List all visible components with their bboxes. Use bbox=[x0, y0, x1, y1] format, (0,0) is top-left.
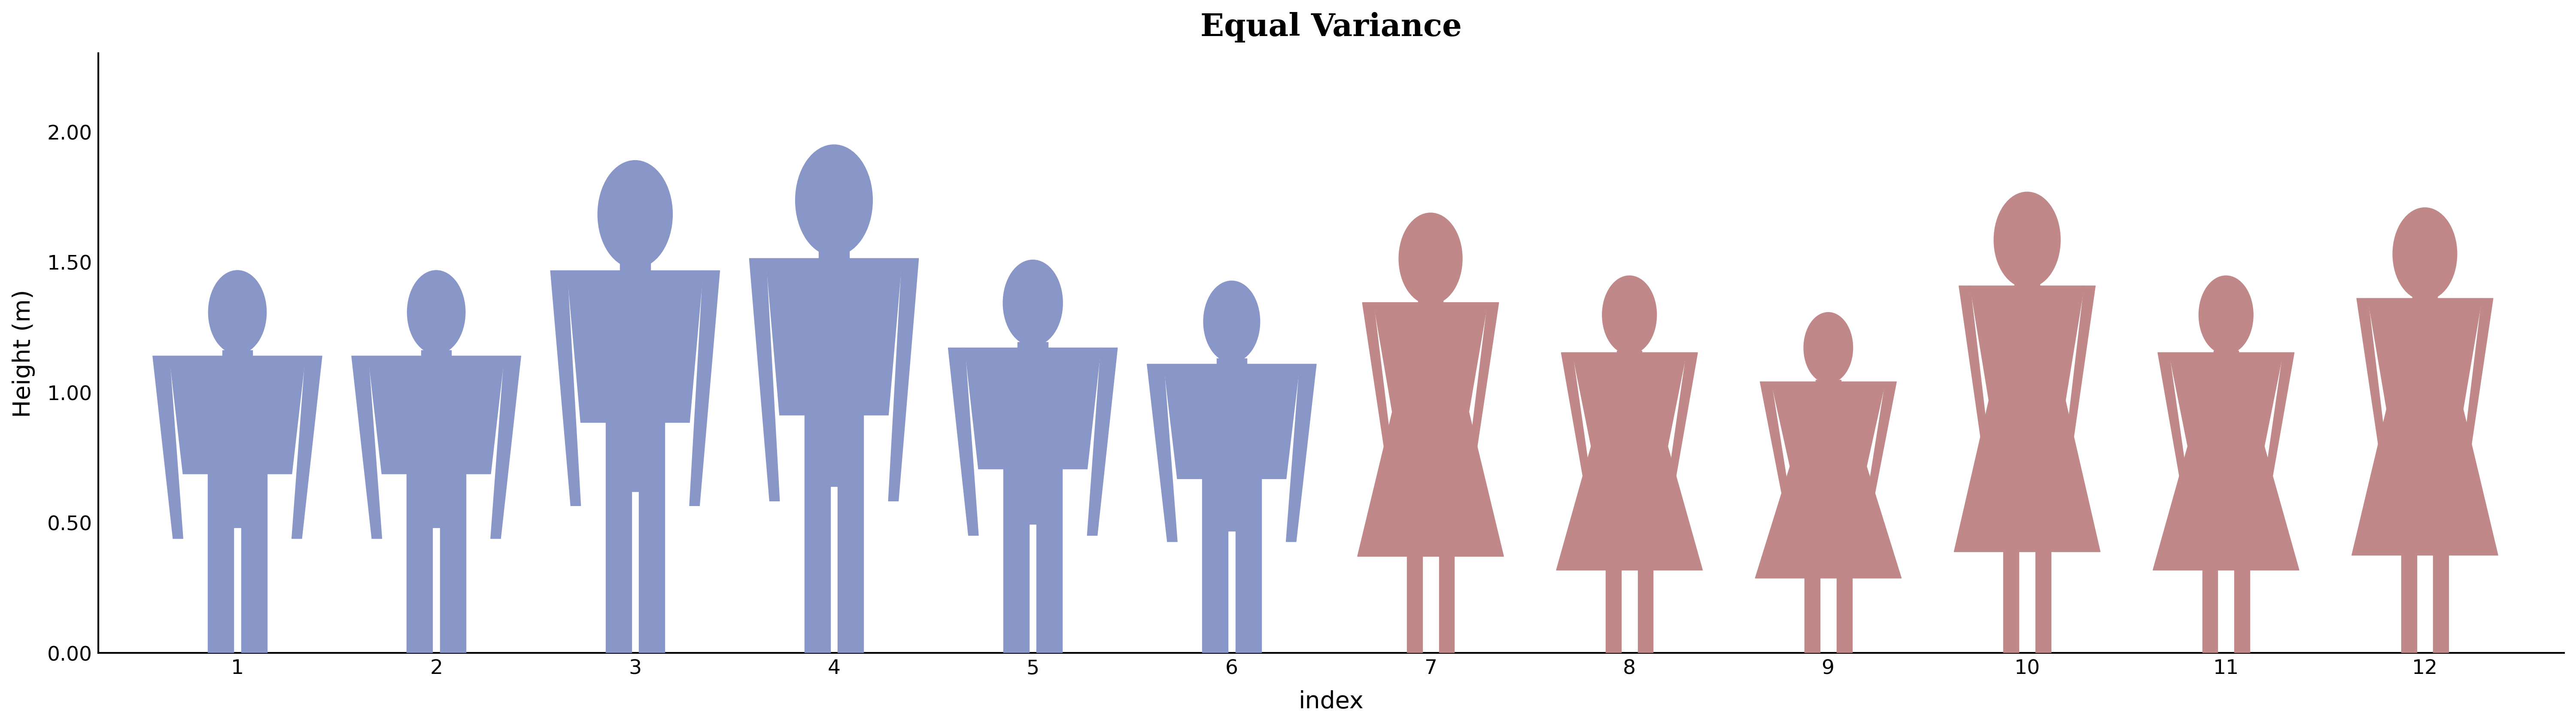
Polygon shape bbox=[889, 259, 920, 501]
Polygon shape bbox=[234, 474, 242, 528]
Polygon shape bbox=[2357, 299, 2385, 454]
Polygon shape bbox=[1468, 303, 1499, 456]
Polygon shape bbox=[966, 348, 1100, 469]
Polygon shape bbox=[1754, 467, 1901, 579]
Polygon shape bbox=[433, 474, 440, 528]
Polygon shape bbox=[1018, 342, 1048, 348]
Polygon shape bbox=[242, 474, 268, 652]
X-axis label: index: index bbox=[1298, 690, 1363, 713]
Ellipse shape bbox=[1994, 192, 2061, 288]
Polygon shape bbox=[1406, 557, 1422, 653]
Polygon shape bbox=[621, 264, 649, 271]
Polygon shape bbox=[1285, 365, 1316, 542]
Polygon shape bbox=[1216, 359, 1247, 365]
Polygon shape bbox=[2004, 552, 2020, 652]
Polygon shape bbox=[1561, 353, 1592, 484]
Ellipse shape bbox=[209, 270, 265, 355]
Polygon shape bbox=[804, 415, 829, 652]
Polygon shape bbox=[1638, 571, 1654, 653]
Polygon shape bbox=[2434, 555, 2450, 653]
Ellipse shape bbox=[2393, 208, 2458, 300]
Polygon shape bbox=[1164, 365, 1301, 479]
Polygon shape bbox=[2367, 299, 2481, 410]
Polygon shape bbox=[291, 356, 322, 539]
Polygon shape bbox=[750, 259, 781, 501]
Polygon shape bbox=[1005, 469, 1028, 653]
Polygon shape bbox=[1759, 382, 1790, 500]
Polygon shape bbox=[1868, 382, 1896, 500]
Polygon shape bbox=[1203, 479, 1229, 653]
Polygon shape bbox=[2264, 353, 2295, 484]
Polygon shape bbox=[1816, 380, 1842, 382]
Polygon shape bbox=[1971, 286, 2084, 401]
Polygon shape bbox=[2014, 283, 2040, 286]
Polygon shape bbox=[639, 423, 665, 652]
Polygon shape bbox=[1146, 365, 1177, 542]
Polygon shape bbox=[605, 423, 631, 652]
Polygon shape bbox=[1571, 353, 1687, 447]
Polygon shape bbox=[170, 356, 307, 474]
Polygon shape bbox=[2401, 555, 2416, 653]
Polygon shape bbox=[1440, 557, 1455, 653]
Polygon shape bbox=[1087, 348, 1118, 536]
Polygon shape bbox=[2066, 286, 2094, 447]
Polygon shape bbox=[368, 356, 505, 474]
Ellipse shape bbox=[1399, 213, 1463, 304]
Polygon shape bbox=[420, 350, 451, 356]
Ellipse shape bbox=[2200, 276, 2254, 355]
Polygon shape bbox=[819, 251, 850, 259]
Polygon shape bbox=[690, 271, 719, 506]
Polygon shape bbox=[2202, 571, 2218, 653]
Polygon shape bbox=[1363, 303, 1391, 456]
Polygon shape bbox=[1618, 351, 1641, 353]
Polygon shape bbox=[209, 474, 234, 652]
Ellipse shape bbox=[598, 161, 672, 268]
Polygon shape bbox=[1605, 571, 1620, 653]
Polygon shape bbox=[489, 356, 520, 539]
Polygon shape bbox=[1229, 479, 1236, 531]
Polygon shape bbox=[2411, 297, 2437, 299]
Polygon shape bbox=[2463, 299, 2494, 454]
Polygon shape bbox=[1667, 353, 1698, 484]
Polygon shape bbox=[551, 271, 580, 506]
Polygon shape bbox=[1955, 401, 2099, 552]
Ellipse shape bbox=[796, 145, 873, 256]
Polygon shape bbox=[1417, 300, 1443, 303]
Polygon shape bbox=[2154, 447, 2300, 571]
Polygon shape bbox=[1556, 447, 1703, 571]
Ellipse shape bbox=[1203, 281, 1260, 362]
Polygon shape bbox=[2169, 353, 2282, 447]
Polygon shape bbox=[2035, 552, 2050, 652]
Y-axis label: Height (m): Height (m) bbox=[13, 289, 36, 418]
Polygon shape bbox=[1036, 469, 1061, 653]
Polygon shape bbox=[1358, 412, 1504, 557]
Polygon shape bbox=[2352, 410, 2499, 555]
Polygon shape bbox=[1772, 382, 1886, 467]
Ellipse shape bbox=[1002, 260, 1064, 346]
Polygon shape bbox=[1373, 303, 1486, 412]
Polygon shape bbox=[1958, 286, 1989, 447]
Polygon shape bbox=[765, 259, 902, 415]
Polygon shape bbox=[829, 415, 837, 486]
Polygon shape bbox=[1837, 579, 1852, 653]
Polygon shape bbox=[1028, 469, 1036, 524]
Polygon shape bbox=[2213, 351, 2239, 353]
Polygon shape bbox=[152, 356, 183, 539]
Polygon shape bbox=[440, 474, 466, 652]
Polygon shape bbox=[350, 356, 381, 539]
Ellipse shape bbox=[1602, 276, 1656, 355]
Title: Equal Variance: Equal Variance bbox=[1200, 12, 1461, 42]
Polygon shape bbox=[948, 348, 979, 536]
Polygon shape bbox=[407, 474, 433, 652]
Ellipse shape bbox=[407, 270, 466, 355]
Ellipse shape bbox=[1803, 312, 1852, 384]
Polygon shape bbox=[222, 350, 252, 356]
Polygon shape bbox=[1806, 579, 1819, 653]
Polygon shape bbox=[631, 423, 639, 492]
Polygon shape bbox=[1236, 479, 1262, 653]
Polygon shape bbox=[2233, 571, 2249, 653]
Polygon shape bbox=[837, 415, 863, 652]
Polygon shape bbox=[567, 271, 703, 423]
Polygon shape bbox=[2159, 353, 2187, 484]
